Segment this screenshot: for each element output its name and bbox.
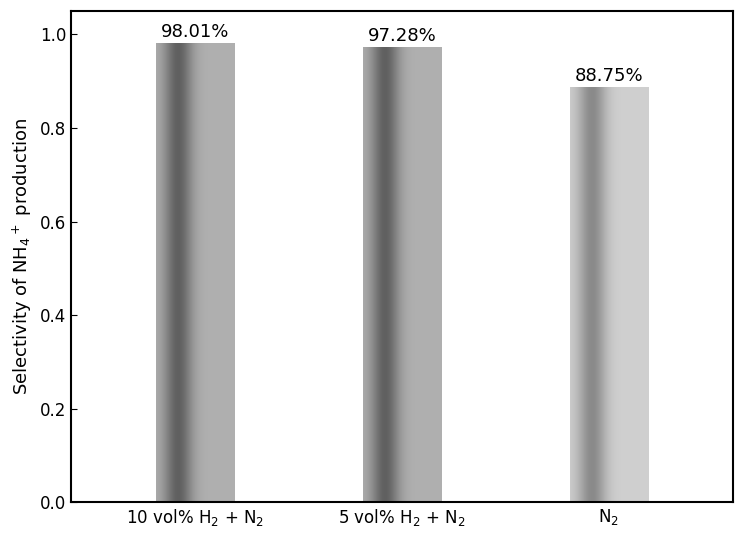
Text: 88.75%: 88.75%: [574, 67, 643, 85]
Y-axis label: Selectivity of NH$_4$$^+$ production: Selectivity of NH$_4$$^+$ production: [11, 118, 34, 395]
Text: 97.28%: 97.28%: [368, 27, 437, 45]
Text: 98.01%: 98.01%: [161, 24, 229, 42]
